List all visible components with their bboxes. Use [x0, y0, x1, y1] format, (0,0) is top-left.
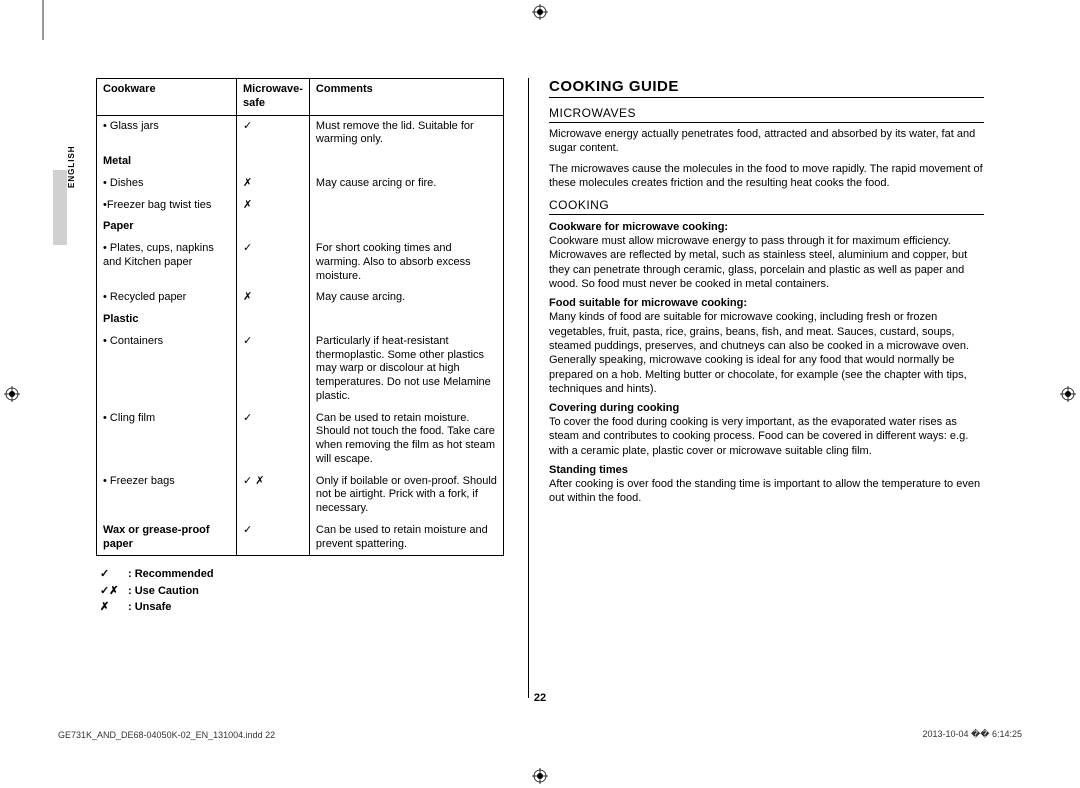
- table-row: • Cling film✓Can be used to retain moist…: [97, 408, 504, 471]
- registration-mark-right: [1060, 386, 1076, 402]
- table-cell: ✓ ✗: [237, 471, 310, 520]
- language-tab-label: ENGLISH: [67, 145, 76, 188]
- registration-mark-left: [4, 386, 20, 402]
- table-section-header: Plastic: [97, 309, 237, 331]
- table-cell: • Freezer bags: [97, 471, 237, 520]
- footer-filename: GE731K_AND_DE68-04050K-02_EN_131004.indd…: [58, 730, 275, 740]
- registration-mark-bottom: [532, 768, 548, 784]
- legend-symbol: ✓: [100, 566, 128, 583]
- table-cell: ✓: [237, 238, 310, 287]
- section-heading-cooking: COOKING: [549, 198, 984, 215]
- body-text: Microwave energy actually penetrates foo…: [549, 127, 984, 156]
- table-cell: Only if boilable or oven-proof. Should n…: [309, 471, 503, 520]
- legend-item: ✗: Unsafe: [100, 599, 504, 616]
- table-cell: ✗: [237, 195, 310, 217]
- right-column: COOKING GUIDE MICROWAVES Microwave energ…: [528, 78, 984, 698]
- table-cell: Particularly if heat-resistant thermopla…: [309, 331, 503, 408]
- table-row: • Containers✓Particularly if heat-resist…: [97, 331, 504, 408]
- left-column: Cookware Microwave-safe Comments • Glass…: [96, 78, 528, 698]
- table-row: Wax or grease-proof paper✓Can be used to…: [97, 520, 504, 556]
- table-cell: May cause arcing.: [309, 287, 503, 309]
- section-heading-microwaves: MICROWAVES: [549, 106, 984, 123]
- body-text: After cooking is over food the standing …: [549, 477, 984, 506]
- table-cell: ✓: [237, 408, 310, 471]
- body-text: To cover the food during cooking is very…: [549, 415, 984, 458]
- registration-mark-top: [532, 4, 548, 20]
- table-cell: • Cling film: [97, 408, 237, 471]
- table-cell: Can be used to retain moisture and preve…: [309, 520, 503, 556]
- table-section-header: Paper: [97, 216, 237, 238]
- table-row: Paper: [97, 216, 504, 238]
- table-section-header: Metal: [97, 151, 237, 173]
- table-row: • Glass jars✓Must remove the lid. Suitab…: [97, 115, 504, 151]
- table-cell: • Glass jars: [97, 115, 237, 151]
- table-cell: ✓: [237, 115, 310, 151]
- legend-symbol: ✗: [100, 599, 128, 616]
- footer-timestamp: 2013-10-04 �� 6:14:25: [922, 729, 1022, 740]
- table-cell: ✗: [237, 173, 310, 195]
- legend-item: ✓: Recommended: [100, 566, 504, 583]
- table-row: Metal: [97, 151, 504, 173]
- table-row: •Freezer bag twist ties✗: [97, 195, 504, 217]
- table-cell: Can be used to retain moisture. Should n…: [309, 408, 503, 471]
- cookware-table: Cookware Microwave-safe Comments • Glass…: [96, 78, 504, 556]
- table-cell: ✗: [237, 287, 310, 309]
- table-cell: ✓: [237, 520, 310, 556]
- legend-text: : Recommended: [128, 568, 214, 580]
- cooking-guide-title: COOKING GUIDE: [549, 78, 984, 98]
- sub-heading: Food suitable for microwave cooking:: [549, 297, 984, 309]
- table-cell: •Freezer bag twist ties: [97, 195, 237, 217]
- body-text: Many kinds of food are suitable for micr…: [549, 310, 984, 396]
- legend-item: ✓✗: Use Caution: [100, 583, 504, 600]
- legend-text: : Use Caution: [128, 585, 199, 597]
- table-cell: For short cooking times and warming. Als…: [309, 238, 503, 287]
- table-cell: • Containers: [97, 331, 237, 408]
- crop-mark-tl: [36, 0, 50, 40]
- sub-heading: Cookware for microwave cooking:: [549, 221, 984, 233]
- table-row: Plastic: [97, 309, 504, 331]
- table-cell: Wax or grease-proof paper: [97, 520, 237, 556]
- table-row: • Dishes✗May cause arcing or fire.: [97, 173, 504, 195]
- table-row: • Freezer bags✓ ✗Only if boilable or ove…: [97, 471, 504, 520]
- legend-symbol: ✓✗: [100, 583, 128, 600]
- table-cell: • Dishes: [97, 173, 237, 195]
- table-cell: • Plates, cups, napkins and Kitchen pape…: [97, 238, 237, 287]
- table-row: • Plates, cups, napkins and Kitchen pape…: [97, 238, 504, 287]
- legend-text: : Unsafe: [128, 601, 171, 613]
- table-cell: ✓: [237, 331, 310, 408]
- table-header: Comments: [309, 79, 503, 116]
- table-header: Cookware: [97, 79, 237, 116]
- sub-heading: Standing times: [549, 464, 984, 476]
- sub-heading: Covering during cooking: [549, 402, 984, 414]
- legend: ✓: Recommended✓✗: Use Caution✗: Unsafe: [96, 566, 504, 616]
- table-cell: Must remove the lid. Suitable for warmin…: [309, 115, 503, 151]
- table-header: Microwave-safe: [237, 79, 310, 116]
- table-cell: May cause arcing or fire.: [309, 173, 503, 195]
- language-tab-bg: [53, 170, 67, 245]
- table-cell: [309, 195, 503, 217]
- table-cell: • Recycled paper: [97, 287, 237, 309]
- page-number: 22: [0, 692, 1080, 704]
- body-text: The microwaves cause the molecules in th…: [549, 162, 984, 191]
- body-text: Cookware must allow microwave energy to …: [549, 234, 984, 291]
- table-row: • Recycled paper✗May cause arcing.: [97, 287, 504, 309]
- page-content: Cookware Microwave-safe Comments • Glass…: [96, 78, 984, 698]
